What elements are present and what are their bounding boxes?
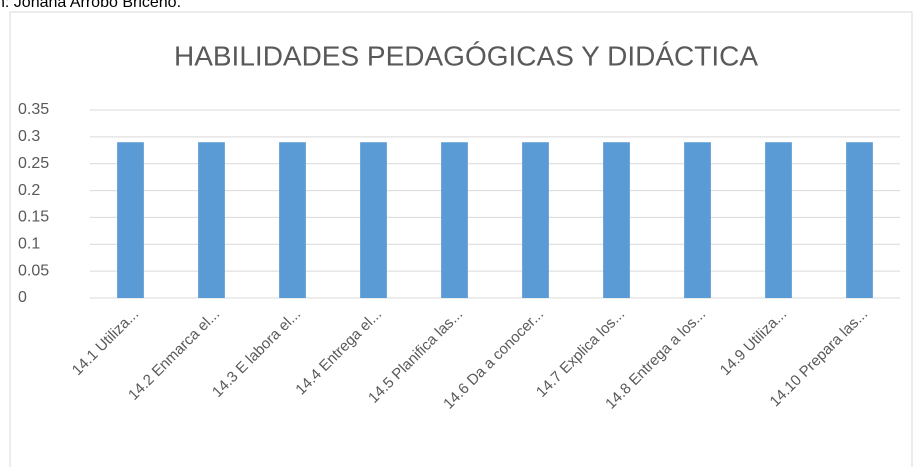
y-tick-label: 0.35 (18, 101, 49, 118)
y-tick-label: 0.2 (18, 182, 40, 199)
chart-title: HABILIDADES PEDAGÓGICAS Y DIDÁCTICA (174, 40, 758, 71)
caption: n: Johana Arrobo Briceño. (0, 0, 181, 11)
bar (360, 142, 387, 298)
y-tick-label: 0.05 (18, 262, 49, 279)
bar (117, 142, 144, 298)
y-tick-label: 0 (18, 289, 27, 306)
y-tick-label: 0.25 (18, 155, 49, 172)
y-tick-label: 0.3 (18, 128, 40, 145)
bar (846, 142, 873, 298)
y-tick-label: 0.15 (18, 209, 49, 226)
bar (684, 142, 711, 298)
bar (441, 142, 468, 298)
bar (522, 142, 549, 298)
y-tick-label: 0.1 (18, 236, 40, 253)
bar (279, 142, 306, 298)
bar (198, 142, 225, 298)
bar (765, 142, 792, 298)
bar (603, 142, 630, 298)
